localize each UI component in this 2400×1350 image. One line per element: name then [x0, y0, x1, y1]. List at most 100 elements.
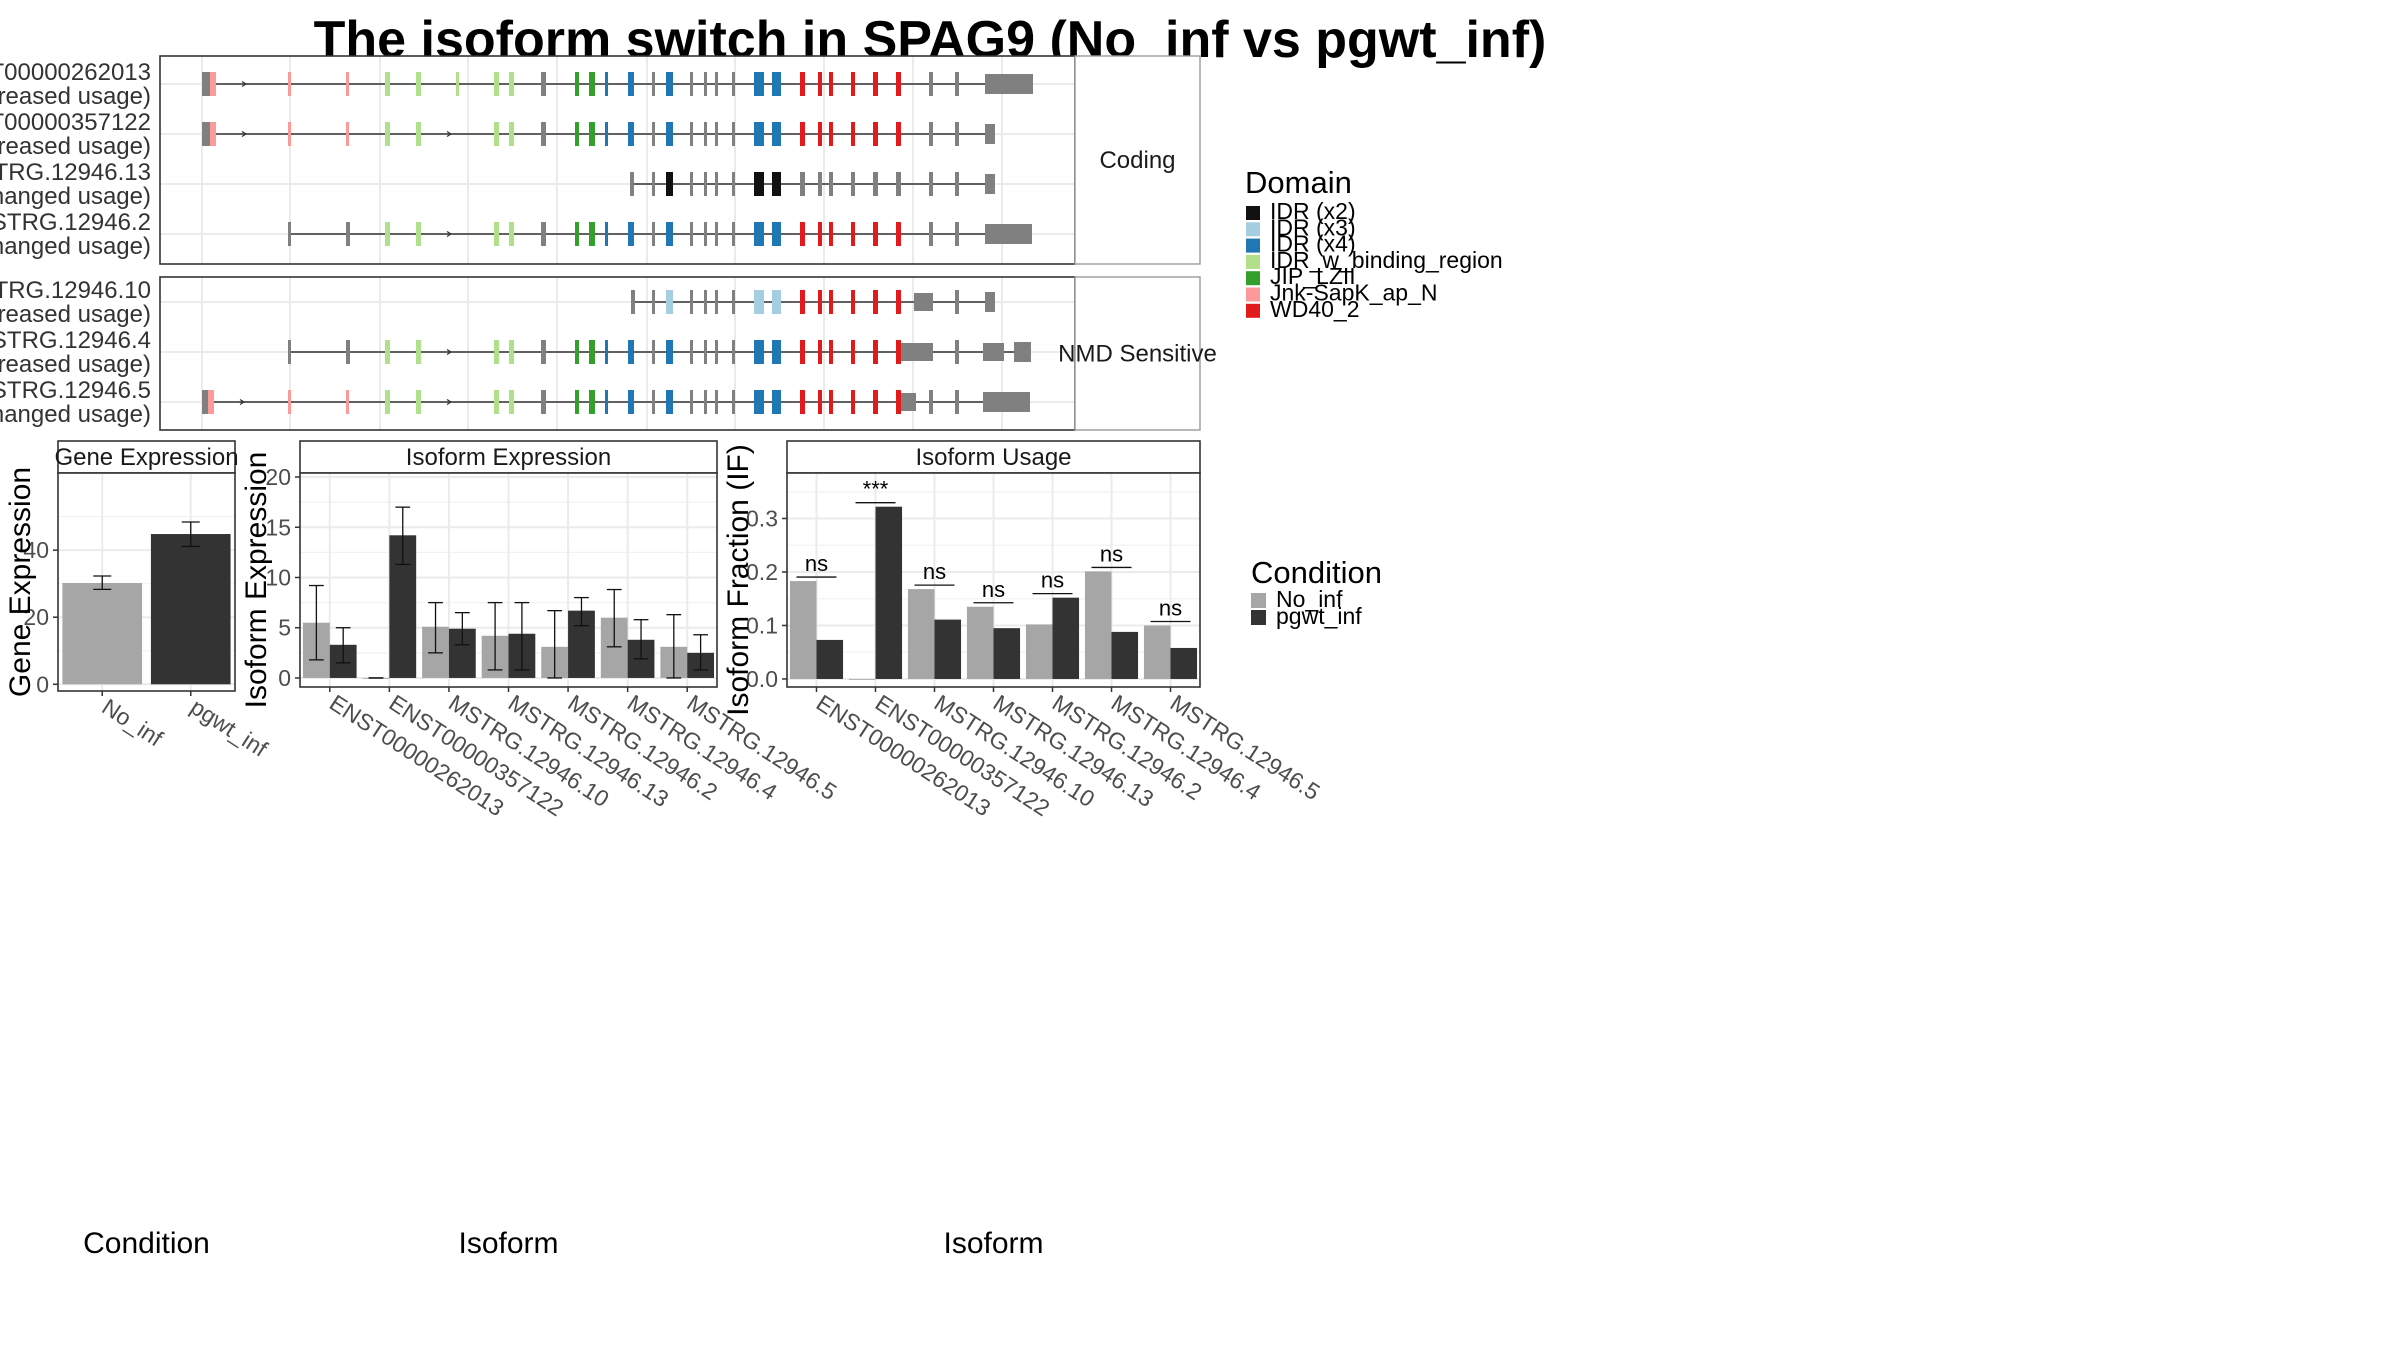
x-axis-title: Condition: [83, 1227, 210, 1260]
legend-label: WD40_2: [1270, 296, 1359, 322]
exon-idrw: [385, 390, 390, 414]
error-bar: [606, 588, 622, 648]
legend-title: Condition: [1251, 555, 1382, 590]
exon-idrw: [494, 222, 499, 246]
exon-none: [704, 172, 707, 196]
legend-title: Domain: [1245, 165, 1352, 200]
exon-none: [955, 122, 959, 146]
exon-none: [541, 72, 546, 96]
y-axis-title: Gene Expression: [4, 467, 37, 697]
exon-wd40: [800, 222, 805, 246]
exon-jnk: [346, 390, 349, 414]
exon-none: [202, 122, 210, 146]
exon-jnk: [288, 72, 291, 96]
significance-label: ns: [1100, 541, 1123, 566]
y-tick-label: 0.2: [746, 559, 778, 585]
exon-wd40: [818, 122, 822, 146]
direction-arrow: [446, 130, 453, 138]
exon-none: [690, 390, 693, 414]
exon-jip: [575, 390, 579, 414]
error-bar: [309, 584, 324, 661]
exon-wd40: [800, 290, 805, 314]
bar-pgwt_inf: [1170, 647, 1198, 679]
isoform-usage-label: (Unchanged usage): [0, 233, 151, 260]
error-bar: [181, 521, 200, 548]
exon-wd40: [829, 340, 833, 364]
isoform-row: [288, 340, 1031, 364]
error-bar: [633, 619, 649, 660]
exon-none: [851, 172, 855, 196]
exon-idrw: [385, 222, 390, 246]
exon-idrw: [456, 72, 459, 96]
bar-pgwt_inf: [875, 506, 903, 679]
isoform-row: [288, 222, 1032, 246]
legend-label: pgwt_inf: [1276, 603, 1362, 629]
exon-idr4: [772, 222, 781, 246]
exon-idr2: [666, 172, 673, 196]
exon-jnk: [210, 72, 216, 96]
error-bar: [454, 612, 470, 646]
exon-idrw: [385, 340, 390, 364]
bar-No_inf: [1084, 571, 1112, 679]
isoform-row: [202, 122, 995, 146]
exon-none: [829, 172, 833, 196]
exon-none: [346, 222, 350, 246]
exon-none: [288, 222, 291, 246]
exon-none: [983, 343, 1004, 361]
exon-idrw: [509, 340, 514, 364]
exon-none: [690, 222, 693, 246]
exon-jip: [575, 222, 579, 246]
significance-label: ns: [982, 577, 1005, 602]
facet-strip: [1074, 276, 1201, 431]
bar-No_inf: [907, 589, 935, 679]
isoform-usage-label: (Unchanged usage): [0, 183, 151, 210]
exon-wd40: [800, 72, 805, 96]
exon-idrw: [416, 390, 421, 414]
exon-wd40: [800, 340, 805, 364]
exon-none: [985, 292, 995, 312]
isoform-row: [202, 72, 1033, 96]
exon-none: [541, 340, 546, 364]
exon-none: [985, 224, 1032, 244]
y-tick-label: 20: [23, 604, 49, 630]
exon-idrw: [509, 72, 514, 96]
x-tick-label: No_inf: [98, 693, 168, 751]
panel-strip-label: Gene Expression: [54, 444, 238, 471]
exon-wd40: [818, 222, 822, 246]
exon-none: [955, 390, 959, 414]
exon-idr4: [666, 72, 673, 96]
exon-idrw: [416, 122, 421, 146]
exon-none: [346, 340, 350, 364]
facet-nmd-sensitive: MSTRG.12946.10 (Decreased usage)MSTRG.129…: [0, 276, 1217, 431]
isoform-row: [631, 290, 995, 314]
exon-none: [715, 390, 718, 414]
exon-none: [202, 390, 208, 414]
exon-none: [818, 172, 822, 196]
exon-none: [690, 122, 693, 146]
isoform-label: MSTRG.12946.10: [0, 277, 151, 304]
exon-idrw: [385, 72, 390, 96]
exon-none: [732, 222, 735, 246]
exon-jip: [589, 340, 595, 364]
exon-wd40: [829, 72, 833, 96]
exon-none: [704, 122, 707, 146]
exon-idrw: [385, 122, 390, 146]
exon-wd40: [896, 222, 901, 246]
legend-swatch: [1246, 303, 1260, 318]
legend-swatch: [1251, 610, 1266, 625]
exon-idr4: [605, 340, 608, 364]
exon-none: [955, 172, 959, 196]
exon-none: [901, 393, 916, 411]
exon-wd40: [829, 222, 833, 246]
isoform-usage-label: (Decreased usage): [0, 351, 151, 378]
panel-strip-label: Isoform Expression: [406, 444, 611, 471]
exon-idrw: [416, 340, 421, 364]
exon-none: [929, 390, 933, 414]
legend-swatch: [1251, 593, 1266, 608]
exon-none: [704, 72, 707, 96]
exon-idr4: [628, 122, 634, 146]
isoform-label: MSTRG.12946.4: [0, 327, 151, 354]
direction-arrow: [446, 348, 453, 356]
exon-jnk: [208, 390, 214, 414]
